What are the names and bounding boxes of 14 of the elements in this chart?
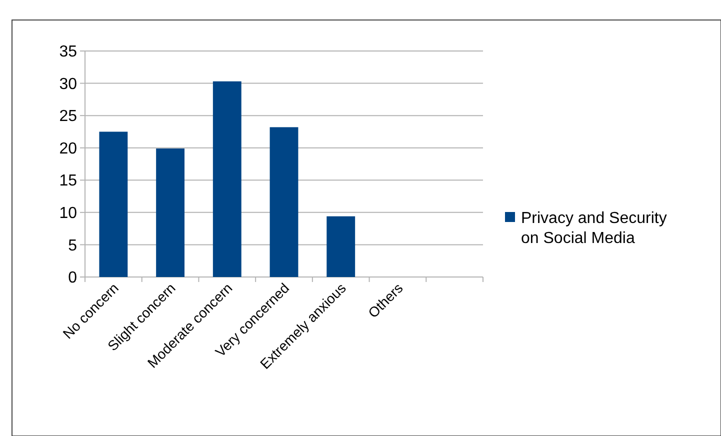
y-tick-label: 15 [59, 172, 78, 190]
y-tick-label: 35 [59, 44, 78, 61]
y-tick-label: 10 [59, 205, 78, 222]
legend-label: Privacy and Security on Social Media [521, 210, 667, 247]
bar [212, 81, 242, 277]
bar [99, 132, 128, 277]
y-tick-label: 5 [68, 237, 78, 254]
bar [156, 148, 184, 277]
y-tick-label: 30 [59, 76, 78, 93]
y-tick-label: 20 [59, 140, 78, 158]
y-tick-label: 0 [68, 270, 78, 287]
bar [270, 127, 298, 277]
bar [326, 216, 356, 277]
y-tick-label: 25 [59, 108, 78, 126]
